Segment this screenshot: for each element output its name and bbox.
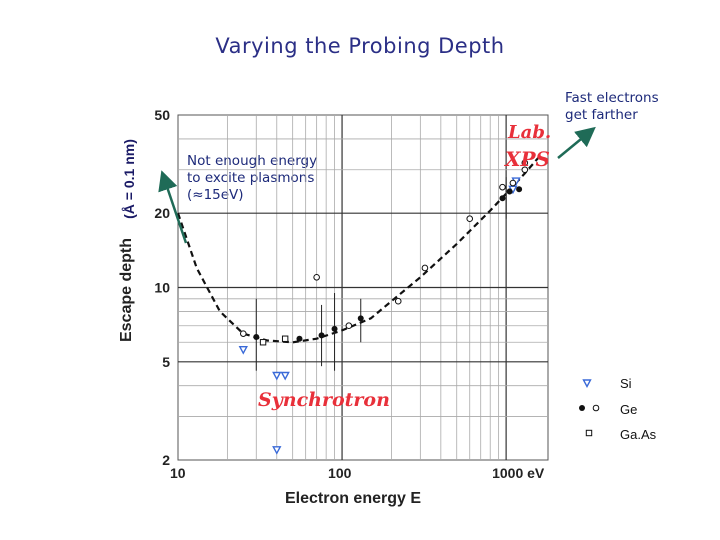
data-point-gaas <box>281 335 289 342</box>
y-tick-label: 50 <box>154 107 170 123</box>
page-title: Varying the Probing Depth <box>215 34 505 58</box>
x-tick-label: 10 <box>170 465 186 481</box>
up-right-arrow <box>557 126 596 159</box>
lab-xps-handwritten-line-1: Lab. <box>507 122 551 143</box>
data-point-ge <box>521 166 529 174</box>
lab-xps-handwritten-line-2: XPS <box>503 147 550 171</box>
x-tick-label: 1000 eV <box>492 465 545 481</box>
legend-ge-label: Ge <box>620 402 638 417</box>
data-point-ge <box>499 183 506 191</box>
y-axis-title: Escape depth <box>118 238 135 342</box>
legend-ge-open-marker <box>592 404 600 412</box>
data-point-ge <box>509 179 517 187</box>
legend-ge-filled-marker <box>579 405 585 411</box>
data-point-si <box>238 345 248 355</box>
legend-gaas-marker <box>585 429 593 437</box>
x-tick-label: 100 <box>328 465 352 481</box>
x-axis-title: Electron energy E <box>285 490 421 507</box>
y-tick-label: 20 <box>154 205 170 221</box>
data-point-ge <box>394 297 402 305</box>
data-point-si <box>272 446 282 455</box>
legend-gaas-label: Ga.As <box>620 427 657 442</box>
up-left-arrow <box>158 170 188 244</box>
data-point-ge <box>521 159 529 167</box>
legend-si-label: Si <box>620 376 632 391</box>
data-point-ge <box>313 273 320 281</box>
universal-curve <box>176 155 541 344</box>
data-point-ge <box>331 325 338 332</box>
data-point-gaas <box>259 339 267 346</box>
data-point-ge <box>499 195 506 202</box>
y-tick-label: 5 <box>162 354 170 370</box>
fast-electrons-line-2: get farther <box>565 107 638 123</box>
fast-electrons-note: Fast electrons get farther <box>565 90 659 124</box>
plasmon-line-2: to excite plasmons <box>187 170 315 186</box>
data-point-si <box>272 371 282 381</box>
data-point-ge <box>506 188 513 195</box>
data-point-ge <box>516 186 523 193</box>
y-tick-label: 2 <box>162 452 170 468</box>
synchrotron-handwritten: Synchrotron <box>258 389 390 411</box>
data-point-ge <box>421 264 429 272</box>
data-point-ge <box>296 335 303 342</box>
plasmon-note: Not enough energy to excite plasmons (≈1… <box>187 153 317 204</box>
data-point-ge <box>239 330 247 337</box>
fast-electrons-line-1: Fast electrons <box>565 90 659 106</box>
data-point-ge <box>253 334 260 341</box>
y-tick-label: 10 <box>154 280 170 296</box>
data-point-ge <box>318 332 325 339</box>
plasmon-line-1: Not enough energy <box>187 153 318 169</box>
data-point-si <box>280 371 290 381</box>
data-point-ge <box>357 315 364 322</box>
plasmon-line-3: (≈15eV) <box>187 187 244 203</box>
data-point-ge <box>345 322 353 330</box>
data-point-ge <box>466 215 474 223</box>
legend-si-marker <box>582 379 592 388</box>
